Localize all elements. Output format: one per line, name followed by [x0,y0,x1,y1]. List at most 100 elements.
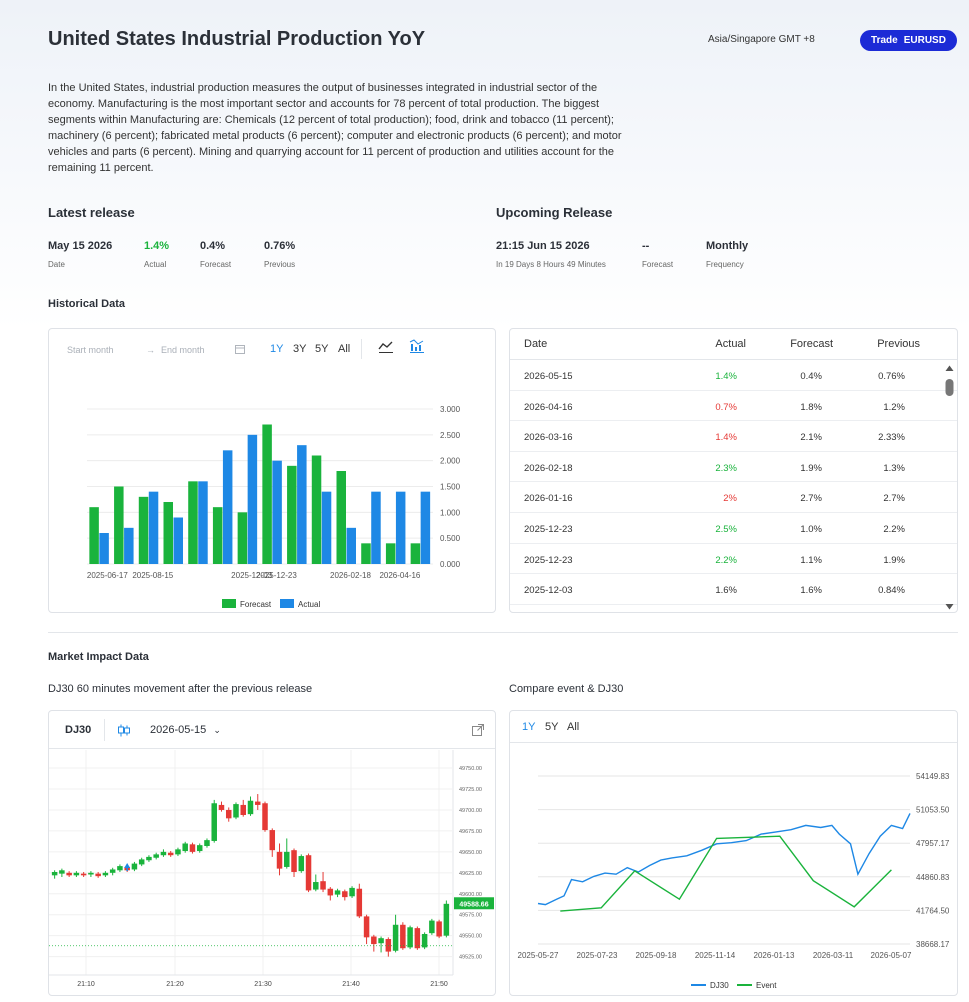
date-selector[interactable]: 2026-05-15 ⌄ [150,724,221,736]
candle-body [102,872,109,876]
candlestick-chart[interactable]: 49750.00 49725.00 49700.00 49675.00 49650.00… [49,750,495,995]
candle-body [80,873,87,876]
calendar-icon[interactable] [235,344,245,354]
y-tick-label: 0.500 [440,534,461,543]
toolbar-divider [361,339,362,359]
bar-forecast [138,496,149,564]
bar-forecast [311,455,322,564]
candle-body [414,928,421,949]
bar-actual [247,434,258,564]
candle-body [167,852,174,856]
candle-body [421,933,428,948]
table-body: 2026-05-15 1.4% 0.4% 0.76% 2026-04-16 0.7% 1.8… [510,360,957,605]
line-chart-icon[interactable] [378,340,394,354]
trade-button[interactable]: Trade EURUSD [860,30,957,51]
compare-range-all-button[interactable]: All [567,721,580,733]
y-tick-label: 49750.00 [459,766,482,772]
trade-button-label: Trade [871,35,898,46]
y-tick-label: 49550.00 [459,934,482,940]
x-tick-label: 2025-05-27 [518,951,559,960]
table-row: 2025-12-23 2.2% 1.1% 1.9% [510,544,957,575]
legend-label-actual: Actual [298,600,320,609]
row-previous: 2.7% [883,493,905,505]
candle-body [429,920,435,934]
row-actual: 2% [723,493,737,505]
y-tick-label: 49600.00 [459,892,482,898]
range-all-button[interactable]: All [338,343,351,355]
candle-body [334,890,341,895]
symbol-label[interactable]: DJ30 [65,724,92,736]
candle-body [392,924,399,951]
row-forecast: 1.1% [800,554,822,566]
row-previous: 1.3% [883,462,905,474]
table-row: 2025-12-03 1.6% 1.6% 0.84% [510,574,957,605]
row-previous: 0.84% [878,585,905,597]
range-1y-button[interactable]: 1Y [270,343,284,355]
table-row: 2026-03-16 1.4% 2.1% 2.33% [510,421,957,452]
selected-date-value: 2026-05-15 [150,724,207,736]
bar-forecast [188,481,198,564]
upcoming-frequency-label: Frequency [706,260,744,269]
x-tick-label: 2026-05-07 [871,951,912,960]
latest-actual-value: 1.4% [144,240,170,252]
x-tick-label: 21:40 [342,981,360,988]
row-date: 2026-04-16 [524,401,573,413]
x-tick-label: 2025-11-14 [695,951,736,960]
upcoming-date-stat: 21:15 Jun 15 2026 In 19 Days 8 Hours 49 … [496,240,606,269]
row-date: 2026-01-16 [524,493,573,505]
upcoming-frequency-stat: Monthly Frequency [706,240,748,269]
bar-forecast [114,486,124,564]
x-tick-label: 21:50 [430,981,448,988]
row-forecast: 1.8% [800,401,822,413]
chevron-down-icon: ⌄ [213,725,221,735]
bar-forecast [287,465,297,564]
latest-forecast-label: Forecast [200,260,232,269]
y-tick-label: 2.500 [440,431,461,440]
bar-forecast [212,507,223,564]
market-impact-heading: Market Impact Data [48,651,149,663]
row-actual: 2.2% [715,554,737,566]
x-tick-label: 2025-12-23 [256,571,297,580]
bar-actual [321,491,332,564]
row-date: 2025-12-23 [524,523,573,535]
bar-actual [395,491,406,564]
candle-body [109,869,116,873]
row-date: 2026-05-15 [524,371,573,382]
candle-body [400,924,406,949]
upcoming-forecast-stat: -- Forecast [642,240,673,269]
table-row: 2026-05-15 1.4% 0.4% 0.76% [510,360,957,391]
bar-forecast [262,424,272,564]
timezone-label: Asia/Singapore GMT +8 [708,34,815,45]
compare-panel: 1Y 5Y All 54149.83 51053.50 47957.17 44860.… [509,710,958,996]
external-link-icon[interactable] [472,724,484,736]
range-3y-button[interactable]: 3Y [293,343,307,355]
y-tick-label: 41764.50 [916,906,950,915]
start-month-input[interactable]: Start month [67,345,114,355]
candlestick-toolbar [49,711,495,749]
compare-range-5y-button[interactable]: 5Y [545,721,559,733]
y-tick-label: 51053.50 [916,806,950,815]
bar-actual [297,445,307,564]
historical-data-heading: Historical Data [48,298,126,310]
row-forecast: 2.7% [800,493,822,505]
series-line-event [560,835,892,912]
y-tick-label: 2.000 [440,457,461,466]
candle-body [95,873,101,877]
legend-label-dj30: DJ30 [710,981,729,990]
row-date: 2025-12-03 [524,585,573,597]
table-scrollbar[interactable] [945,365,954,610]
range-5y-button[interactable]: 5Y [315,343,329,355]
table-header-forecast: Forecast [790,338,833,350]
y-tick-label: 1.500 [440,483,461,492]
y-tick-label: 49625.00 [459,871,482,877]
candle-body [276,851,283,869]
bar-actual [420,491,431,564]
end-month-input[interactable]: End month [161,345,205,355]
bar-chart-icon[interactable] [409,339,425,354]
candle-body [305,855,312,891]
candles-icon[interactable] [117,724,131,737]
candle-body [189,844,196,852]
compare-range-1y-button[interactable]: 1Y [522,721,536,733]
bar-actual [99,533,109,564]
bar-forecast [410,543,421,564]
